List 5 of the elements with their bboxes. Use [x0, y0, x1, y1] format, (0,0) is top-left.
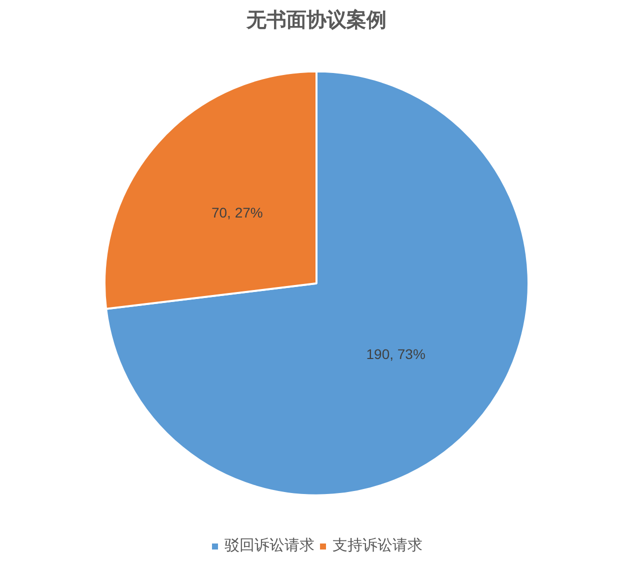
legend-label: 驳回诉讼请求	[224, 536, 314, 555]
chart-title: 无书面协议案例	[246, 8, 386, 32]
data-label: 70, 27%	[211, 204, 263, 221]
data-label: 190, 73%	[366, 346, 426, 362]
legend-label: 支持诉讼请求	[332, 536, 422, 555]
